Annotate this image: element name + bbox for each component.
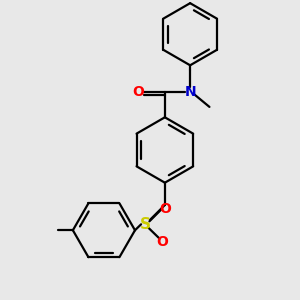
Text: O: O <box>159 202 171 216</box>
Text: S: S <box>140 217 151 232</box>
Text: O: O <box>156 235 168 249</box>
Text: N: N <box>184 85 196 99</box>
Text: O: O <box>132 85 144 99</box>
